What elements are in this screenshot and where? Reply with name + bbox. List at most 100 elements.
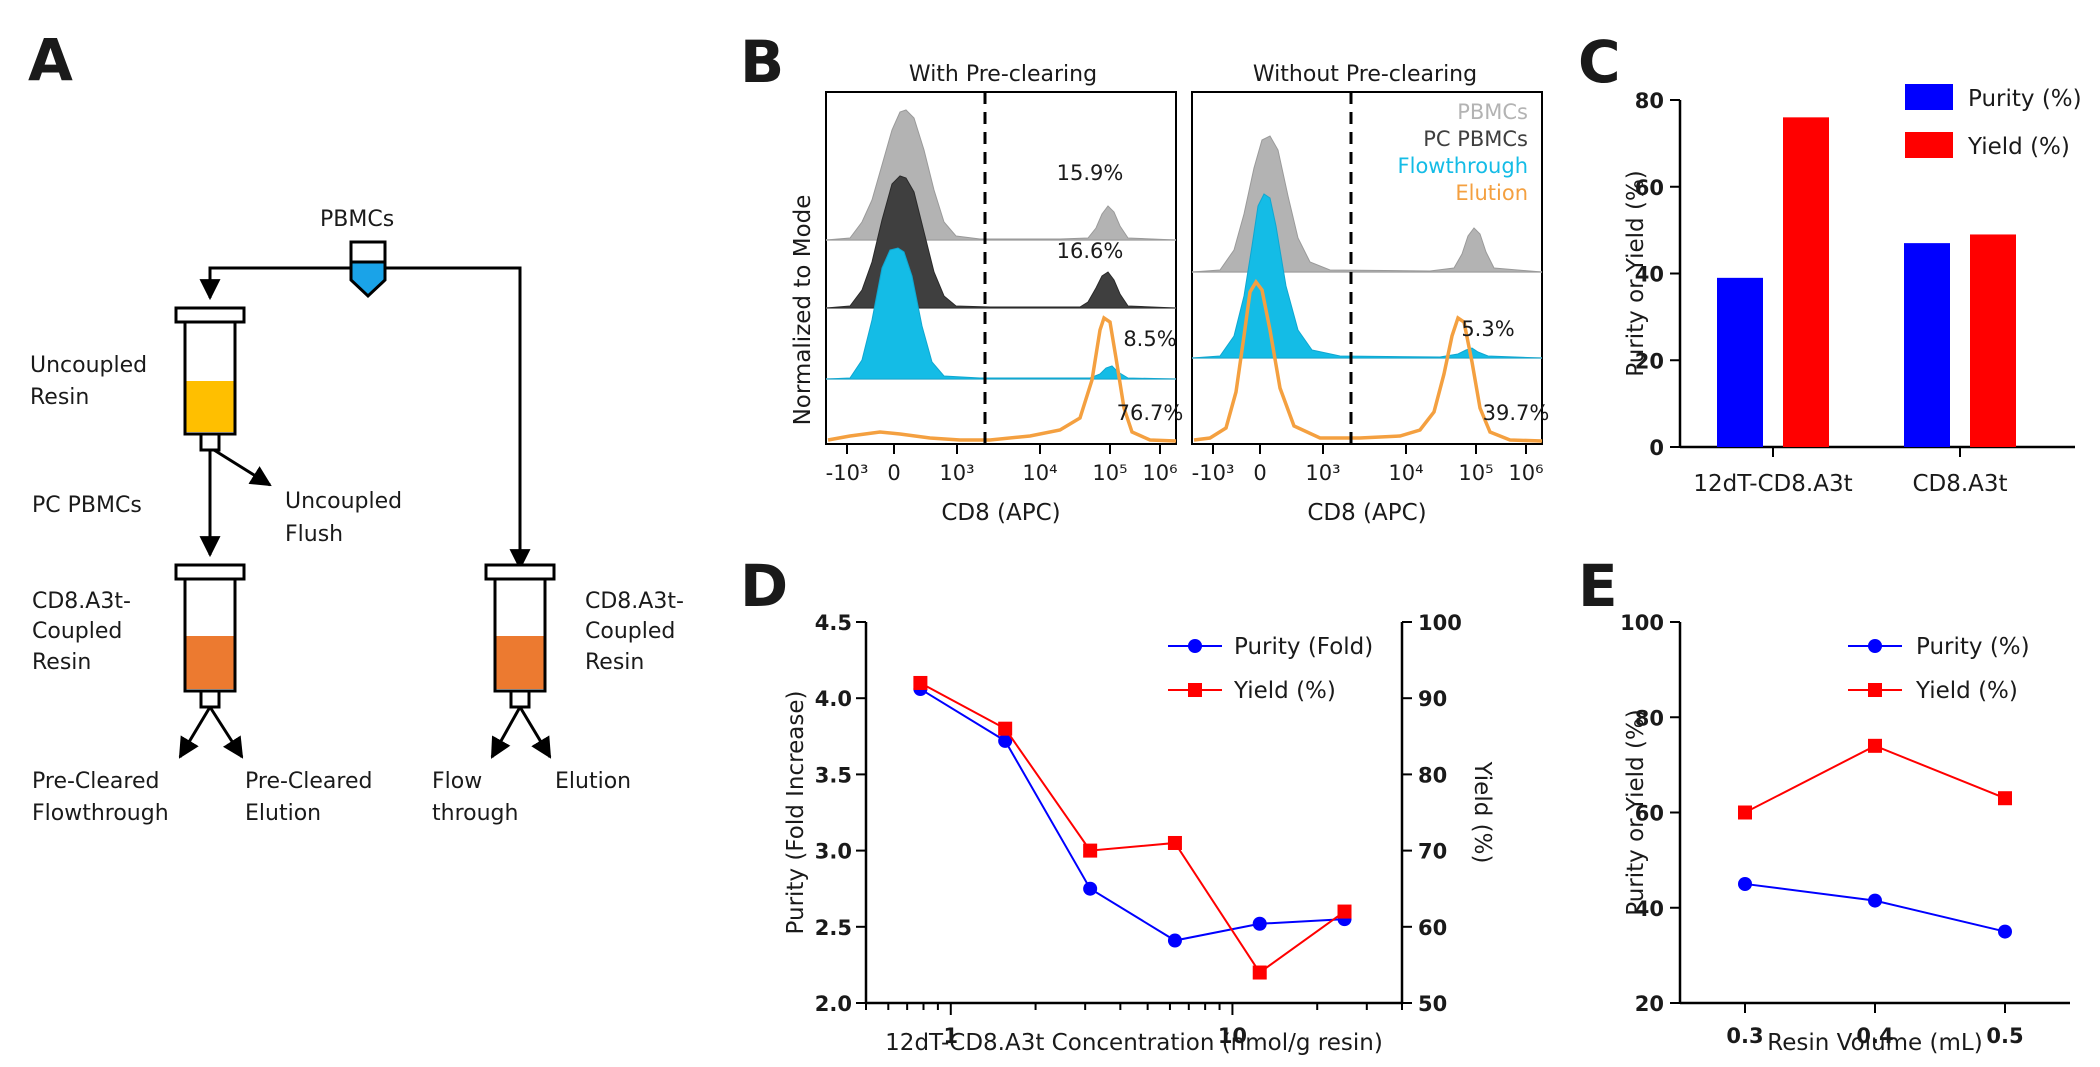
panel-c: C 0 20 40 60 80 Purity or Yield (%) 12dT-CD8.A… (1578, 28, 2082, 497)
e-point-0-2 (1998, 924, 2012, 939)
d-point-1-3 (1167, 835, 1182, 850)
panel-b-ylabel: Normalized to Mode (790, 195, 816, 426)
coupled-right-label-1: CD8.A3t- (585, 589, 684, 614)
d-ytick-right-label-3: 80 (1418, 763, 1447, 787)
panel-a: A PBMCs Uncoupled Resin PC PBMCs Uncoupl… (28, 26, 684, 826)
facet-2-title: Without Pre-clearing (1253, 62, 1477, 87)
legend-pc-pbmcs: PC PBMCs (1423, 127, 1528, 151)
f1-tick-1: 0 (887, 461, 900, 485)
pbmc-tube (349, 240, 387, 299)
d-xtick-label-0: 1 (943, 1024, 958, 1048)
d-ytick-left-label-4: 4.0 (815, 687, 852, 711)
e-xtick-label-1: 0.4 (1856, 1024, 1893, 1048)
legend-pbmcs: PBMCs (1457, 100, 1528, 124)
legend-flowthrough: Flowthrough (1398, 154, 1528, 178)
e-point-1-1 (1868, 738, 1882, 753)
f2-tick-4: 10⁵ (1458, 461, 1493, 485)
e-ytick-label-3: 80 (1635, 706, 1664, 730)
f2-tick-5: 10⁶ (1508, 461, 1543, 485)
arrow-flow-through (490, 706, 522, 759)
f1-tick-3: 10⁴ (1022, 461, 1057, 485)
uncoupled-flush-label-2: Flush (285, 522, 343, 547)
facet-1-xticks (846, 444, 1161, 454)
flow-through-label-1: Flow (432, 769, 482, 794)
arrow-to-coupled-right (385, 266, 531, 571)
e-legend-label-1: Yield (%) (1915, 678, 2018, 704)
facet-with-preclearing: With Pre-clearing 15.9% 16.6% 8.5% 76.7% (825, 62, 1183, 526)
e-point-1-2 (1998, 791, 2012, 806)
e-ytick-label-1: 40 (1635, 897, 1664, 921)
pct2-flowthrough: 5.3% (1461, 317, 1514, 341)
d-ytick-left-label-0: 2.0 (815, 992, 852, 1016)
d-ylabel-left: Purity (Fold Increase) (783, 691, 809, 935)
c-legend-swatch-1 (1905, 132, 1953, 158)
flow-through-label-2: through (432, 801, 518, 826)
uncoupled-resin-label-1: Uncoupled (30, 353, 147, 378)
d-ytick-left-label-3: 3.5 (815, 763, 852, 787)
c-ytick-label-0: 0 (1649, 436, 1664, 460)
c-category-label-1: CD8.A3t (1912, 471, 2007, 497)
coupled-column-right (484, 563, 556, 709)
e-ytick-label-2: 60 (1635, 802, 1664, 826)
d-point-1-4 (1252, 965, 1267, 980)
arrow-pc-elution (208, 706, 244, 759)
d-series-line-0 (919, 688, 1345, 942)
d-ytick-right-label-2: 70 (1418, 840, 1447, 864)
facet-1-title: With Pre-clearing (909, 62, 1097, 87)
d-ytick-left-label-1: 2.5 (815, 916, 852, 940)
arrow-pc-flowthrough (178, 706, 212, 759)
arrow-elution (518, 706, 552, 759)
f2-tick-1: 0 (1253, 461, 1266, 485)
f2-tick-2: 10³ (1305, 461, 1340, 485)
d-ytick-right-label-5: 100 (1418, 611, 1462, 635)
f2-tick-3: 10⁴ (1388, 461, 1423, 485)
pbmcs-label: PBMCs (320, 207, 394, 232)
hist-pc-pbmcs (825, 175, 1177, 309)
c-ylabel: Purity or Yield (%) (1623, 170, 1649, 377)
e-ylabel: Purity or Yield (%) (1623, 709, 1649, 916)
d-point-1-5 (1337, 904, 1352, 919)
d-ytick-right-label-1: 60 (1418, 916, 1447, 940)
c-legend-label-0: Purity (%) (1968, 86, 2082, 112)
e-xtick-label-2: 0.5 (1986, 1024, 2023, 1048)
d-xtick-label-1: 10 (1218, 1024, 1247, 1048)
c-bar-0-1 (1904, 243, 1950, 447)
e-legend-label-0: Purity (%) (1916, 634, 2030, 660)
uncoupled-column (174, 306, 246, 452)
c-ytick-label-2: 40 (1635, 263, 1664, 287)
e-series-line-0 (1744, 882, 2006, 933)
facet-without-preclearing: Without Pre-clearing 5.3% 39.7% PBMCs PC… (1191, 62, 1550, 526)
facet-2-xlabel: CD8 (APC) (1307, 500, 1426, 526)
d-legend-label-0: Purity (Fold) (1234, 634, 1373, 660)
coupled-right-label-3: Resin (585, 650, 644, 675)
panel-label-d: D (740, 552, 788, 620)
d-point-0-4 (1252, 916, 1267, 931)
d-point-1-1 (998, 721, 1013, 736)
c-bar-0-0 (1717, 277, 1763, 447)
pct-flowthrough: 8.5% (1123, 327, 1176, 351)
e-point-0-0 (1738, 876, 1752, 891)
e-point-1-0 (1738, 805, 1752, 820)
panel-label-a: A (28, 26, 73, 94)
d-point-0-3 (1167, 933, 1182, 948)
legend-elution: Elution (1455, 181, 1528, 205)
coupled-column-left (174, 563, 246, 709)
d-point-1-0 (913, 675, 928, 690)
arrow-to-uncoupled (199, 266, 351, 301)
hist-flowthrough (825, 247, 1177, 380)
e-xtick-label-0: 0.3 (1726, 1024, 1763, 1048)
e-series-line-1 (1744, 744, 2006, 814)
d-ytick-left-label-2: 3.0 (815, 840, 852, 864)
c-ytick-label-1: 20 (1635, 349, 1664, 373)
pc-flowthrough-label-1: Pre-Cleared (32, 769, 159, 794)
c-ytick-label-4: 80 (1635, 89, 1664, 113)
d-legend-marker-1 (1188, 683, 1202, 697)
c-ytick-label-3: 60 (1635, 176, 1664, 200)
f2-tick-0: -10³ (1192, 461, 1235, 485)
d-ytick-right-label-0: 50 (1418, 992, 1447, 1016)
c-category-label-0: 12dT-CD8.A3t (1693, 471, 1852, 497)
c-legend-swatch-0 (1905, 84, 1953, 110)
pct2-elution: 39.7% (1483, 401, 1550, 425)
